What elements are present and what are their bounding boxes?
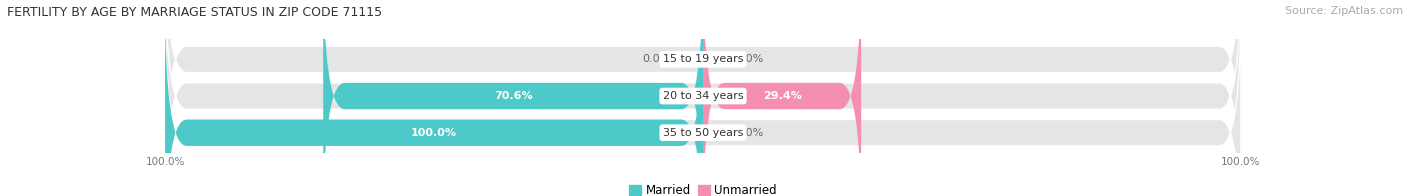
Legend: Married, Unmarried: Married, Unmarried [624,179,782,196]
Text: 20 to 34 years: 20 to 34 years [662,91,744,101]
Text: 29.4%: 29.4% [762,91,801,101]
Text: 100.0%: 100.0% [411,128,457,138]
Text: 0.0%: 0.0% [735,128,763,138]
FancyBboxPatch shape [165,0,1241,196]
FancyBboxPatch shape [703,0,860,196]
Text: Source: ZipAtlas.com: Source: ZipAtlas.com [1285,6,1403,16]
Text: 0.0%: 0.0% [643,54,671,64]
Text: 0.0%: 0.0% [735,54,763,64]
FancyBboxPatch shape [165,0,1241,196]
Text: 15 to 19 years: 15 to 19 years [662,54,744,64]
FancyBboxPatch shape [165,0,703,196]
FancyBboxPatch shape [165,0,1241,193]
Text: FERTILITY BY AGE BY MARRIAGE STATUS IN ZIP CODE 71115: FERTILITY BY AGE BY MARRIAGE STATUS IN Z… [7,6,382,19]
Text: 35 to 50 years: 35 to 50 years [662,128,744,138]
FancyBboxPatch shape [323,0,703,196]
Text: 70.6%: 70.6% [494,91,533,101]
